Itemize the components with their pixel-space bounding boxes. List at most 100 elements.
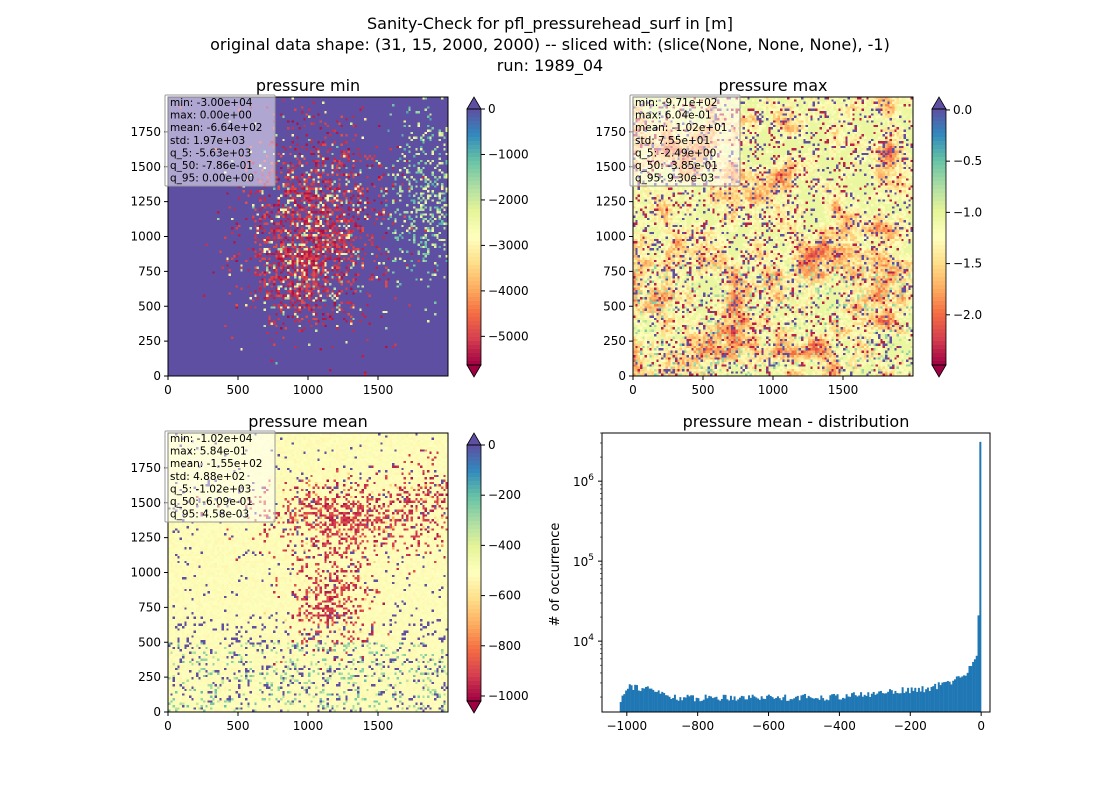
- histogram-bar: [837, 694, 839, 712]
- panel-0-colorbar-segment: [467, 113, 481, 117]
- panel-0-ytick-label: 500: [138, 299, 161, 313]
- panel-0-stat-line: min: -3.00e+04: [170, 97, 253, 109]
- histogram-bar: [813, 699, 815, 712]
- panel-1-colorbar-segment: [932, 213, 946, 217]
- histogram-bar: [795, 697, 797, 712]
- histogram-bar: [817, 698, 819, 712]
- histogram-bar: [880, 691, 882, 712]
- panel-0-colorbar-segment: [467, 249, 481, 253]
- histogram-bar: [790, 699, 792, 712]
- histogram-bar: [721, 699, 723, 712]
- panel-0-colorbar-segment: [467, 285, 481, 289]
- panel-1-colorbar-segment: [932, 221, 946, 225]
- panel-1-title: pressure max: [718, 76, 827, 95]
- panel-1-stat-line: q_95: 9.30e-03: [635, 173, 714, 185]
- histogram-bar: [974, 659, 976, 712]
- panel-0-xtick-label: 1000: [293, 383, 324, 397]
- panel-2-xtick-label: 0: [164, 719, 172, 733]
- panel-1-colorbar-segment: [932, 117, 946, 121]
- panel-2-colorbar-segment: [467, 653, 481, 657]
- panel-0-colorbar-segment: [467, 141, 481, 145]
- histogram-bar: [679, 697, 681, 712]
- panel-1-colorbar-segment: [932, 185, 946, 189]
- panel-0-colorbar-extend-bottom: [467, 365, 481, 377]
- histogram-bar: [665, 695, 667, 712]
- panel-2-colorbar-segment: [467, 557, 481, 561]
- panel-0-colorbar-segment: [467, 169, 481, 173]
- panel-0-xtick-label: 1500: [363, 383, 394, 397]
- panel-0-colorbar-segment: [467, 205, 481, 209]
- histogram-bar: [820, 695, 822, 712]
- panel-2-stat-line: std: 4.88e+02: [170, 471, 245, 483]
- histogram-bar: [645, 687, 647, 712]
- panel-1-xtick-label: 1500: [828, 383, 859, 397]
- panel-1-colorbar-segment: [932, 205, 946, 209]
- panel-1-colorbar-segment: [932, 217, 946, 221]
- histogram-bar: [918, 688, 920, 712]
- panel-1-colorbar-segment: [932, 129, 946, 133]
- panel-0-colorbar-segment: [467, 125, 481, 129]
- panel-0-colorbar-segment: [467, 201, 481, 205]
- histogram-bar: [902, 687, 904, 712]
- panel-1-colorbar-segment: [932, 209, 946, 213]
- panel-2-colorbar-segment: [467, 685, 481, 689]
- panel-0-ytick-label: 1750: [130, 125, 161, 139]
- panel-3-xtick-label: −600: [752, 719, 785, 733]
- panel-2-colorbar-segment: [467, 617, 481, 621]
- panel-1-colorbar-segment: [932, 257, 946, 261]
- histogram-bar: [753, 696, 755, 712]
- panel-0-colorbar-segment: [467, 177, 481, 181]
- histogram-bar: [743, 696, 745, 712]
- histogram-bar: [819, 700, 821, 712]
- histogram-bar: [864, 695, 866, 712]
- histogram-bar: [914, 688, 916, 712]
- panel-0-colorbar-segment: [467, 273, 481, 277]
- histogram-bar: [949, 682, 951, 712]
- histogram-bar: [875, 695, 877, 712]
- panel-0-stat-line: max: 0.00e+00: [170, 110, 252, 122]
- histogram-bar: [824, 701, 826, 712]
- panel-2-colorbar-segment: [467, 613, 481, 617]
- panel-1-colorbar-segment: [932, 345, 946, 349]
- panel-2-colorbar-segment: [467, 645, 481, 649]
- histogram-bar: [940, 685, 942, 712]
- histogram-bar: [759, 700, 761, 712]
- histogram-bar: [925, 689, 927, 712]
- histogram-bar: [838, 699, 840, 712]
- histogram-bar: [878, 691, 880, 712]
- panel-2-colorbar-segment: [467, 477, 481, 481]
- panel-2-colorbar-tick-label: −600: [488, 589, 521, 603]
- panel-0-colorbar-segment: [467, 293, 481, 297]
- panel-2-xtick-label: 1500: [363, 719, 394, 733]
- panel-1-colorbar-segment: [932, 121, 946, 125]
- panel-0-colorbar-extend-top: [467, 97, 481, 109]
- panel-3-xtick-label: −800: [681, 719, 714, 733]
- panel-0-colorbar-segment: [467, 145, 481, 149]
- panel-2-colorbar-segment: [467, 445, 481, 449]
- histogram-bar: [936, 689, 938, 712]
- histogram-bar: [876, 694, 878, 712]
- panel-2-colorbar-segment: [467, 513, 481, 517]
- panel-2-colorbar-segment: [467, 593, 481, 597]
- histogram-bar: [620, 702, 622, 712]
- panel-0-colorbar-segment: [467, 213, 481, 217]
- histogram-bar: [741, 696, 743, 712]
- histogram-bar: [867, 692, 869, 712]
- histogram-bar: [855, 695, 857, 712]
- panel-0-colorbar-segment: [467, 185, 481, 189]
- histogram-bar: [641, 688, 643, 712]
- histogram-bar: [737, 699, 739, 712]
- histogram-bar: [833, 694, 835, 712]
- histogram-bar: [799, 700, 801, 712]
- histogram-bar: [784, 695, 786, 712]
- histogram-bar: [692, 695, 694, 712]
- histogram-bar: [846, 694, 848, 712]
- panel-1-stat-line: std: 7.55e+01: [635, 135, 710, 147]
- histogram-bar: [911, 687, 913, 712]
- histogram-bar: [950, 684, 952, 712]
- histogram-bar: [750, 698, 752, 712]
- histogram-bar: [804, 694, 806, 712]
- panel-1-colorbar-segment: [932, 245, 946, 249]
